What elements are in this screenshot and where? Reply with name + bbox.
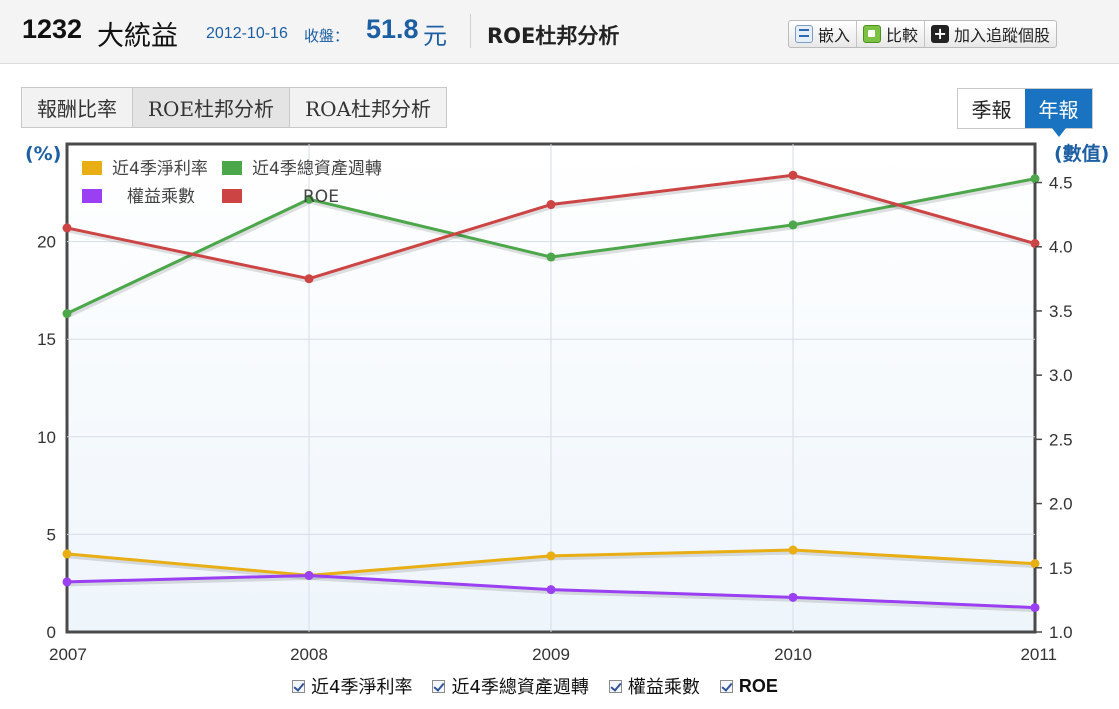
data-point bbox=[62, 309, 72, 319]
grid-lines bbox=[67, 144, 1035, 632]
right-tick-label: 3.0 bbox=[1049, 366, 1073, 385]
period-toggle: 季報 年報 bbox=[957, 88, 1093, 137]
toggle-asset-turnover-label: 近4季總資產週轉 bbox=[451, 677, 589, 698]
add-to-watchlist-label: 加入追蹤個股 bbox=[954, 26, 1051, 45]
header-divider bbox=[470, 14, 471, 48]
legend-label: 近4季淨利率 bbox=[112, 159, 208, 179]
stock-code: 1232 bbox=[22, 14, 83, 44]
x-tick-label: 2011 bbox=[1020, 645, 1057, 664]
data-point bbox=[788, 545, 798, 555]
series-lines bbox=[62, 170, 1040, 613]
x-axis-ticks: 2007 2008 2009 2010 2011 bbox=[49, 645, 1057, 664]
compare-button[interactable]: 比較 bbox=[857, 21, 926, 47]
toolbar: 嵌入 比較 + 加入追蹤個股 bbox=[788, 20, 1058, 48]
header-bar: 1232 大統益 2012-10-16 收盤： 51.8 元 ROE杜邦分析 嵌… bbox=[0, 0, 1119, 64]
close-price-unit: 元 bbox=[423, 22, 447, 50]
right-tick-label: 4.5 bbox=[1049, 174, 1073, 193]
right-tick-label: 2.5 bbox=[1049, 430, 1073, 449]
data-point bbox=[304, 570, 314, 580]
add-to-watchlist-button[interactable]: + 加入追蹤個股 bbox=[925, 21, 1056, 47]
data-point bbox=[546, 551, 556, 561]
equity-multiplier-checkbox[interactable] bbox=[608, 679, 622, 693]
left-tick-label: 0 bbox=[47, 623, 56, 642]
data-point bbox=[788, 170, 798, 180]
x-tick-label: 2010 bbox=[774, 645, 812, 664]
right-tick-label: 4.0 bbox=[1049, 238, 1073, 257]
data-point bbox=[1030, 239, 1040, 249]
close-date: 2012-10-16 bbox=[206, 25, 288, 42]
embed-icon bbox=[795, 25, 813, 43]
close-label: 收盤： bbox=[304, 27, 350, 45]
asset-turnover-checkbox[interactable] bbox=[432, 679, 446, 693]
annual-button[interactable]: 年報 bbox=[1025, 89, 1092, 137]
toggle-roe-label: ROE bbox=[738, 675, 778, 696]
tab-roa-dupont[interactable]: ROA杜邦分析 bbox=[290, 88, 446, 127]
right-tick-label: 3.5 bbox=[1049, 302, 1073, 321]
legend-swatch bbox=[222, 161, 242, 175]
series-toggles: 近4季淨利率 近4季總資產週轉 權益乘數 ROE bbox=[292, 674, 778, 698]
data-point bbox=[546, 585, 556, 595]
data-point bbox=[62, 577, 72, 587]
legend-label: 權益乘數 bbox=[127, 187, 195, 207]
right-axis-ticks: 1.0 1.5 2.0 2.5 3.0 3.5 4.0 4.5 bbox=[1035, 174, 1073, 642]
left-axis-unit: (%) bbox=[25, 143, 61, 165]
data-point bbox=[1030, 559, 1040, 569]
left-tick-label: 15 bbox=[37, 330, 56, 349]
right-tick-label: 2.0 bbox=[1049, 495, 1073, 514]
left-tick-label: 20 bbox=[37, 233, 56, 252]
x-tick-label: 2009 bbox=[532, 645, 570, 664]
legend-swatch bbox=[82, 189, 102, 203]
dupont-chart: 0 5 10 15 20 1.0 1.5 2.0 2.5 3.0 3.5 4.0 4.5 2007 20… bbox=[0, 130, 1119, 670]
right-tick-label: 1.0 bbox=[1049, 623, 1073, 642]
data-point bbox=[1030, 603, 1040, 613]
legend-swatch bbox=[222, 189, 242, 203]
data-point bbox=[62, 549, 72, 559]
legend-swatch bbox=[82, 161, 102, 175]
left-tick-label: 5 bbox=[47, 525, 56, 544]
toggle-net-margin-label: 近4季淨利率 bbox=[311, 677, 413, 698]
close-price: 51.8 bbox=[366, 14, 419, 44]
data-point bbox=[546, 200, 556, 210]
toggle-net-margin[interactable]: 近4季淨利率 bbox=[292, 673, 412, 699]
x-tick-label: 2008 bbox=[290, 645, 328, 664]
embed-button[interactable]: 嵌入 bbox=[789, 21, 858, 47]
tab-return-ratio[interactable]: 報酬比率 bbox=[22, 88, 133, 127]
legend-label: ROE bbox=[303, 187, 339, 207]
stock-name: 大統益 bbox=[97, 21, 178, 52]
analysis-tabs: 報酬比率 ROE杜邦分析 ROA杜邦分析 bbox=[21, 87, 447, 128]
tab-roe-dupont[interactable]: ROE杜邦分析 bbox=[133, 88, 291, 127]
right-axis-unit: (數值) bbox=[1054, 142, 1109, 165]
compare-label: 比較 bbox=[886, 26, 919, 45]
toggle-asset-turnover[interactable]: 近4季總資產週轉 bbox=[432, 673, 589, 699]
data-point bbox=[788, 592, 798, 602]
net-margin-checkbox[interactable] bbox=[292, 679, 305, 693]
quarterly-button[interactable]: 季報 bbox=[958, 89, 1025, 128]
data-point bbox=[788, 220, 798, 230]
data-point bbox=[304, 194, 314, 204]
right-tick-label: 1.5 bbox=[1049, 559, 1073, 578]
legend-label: 近4季總資產週轉 bbox=[252, 159, 382, 179]
x-tick-label: 2007 bbox=[49, 645, 87, 664]
data-point bbox=[546, 252, 556, 262]
roe-checkbox[interactable] bbox=[719, 679, 733, 693]
left-axis-ticks: 0 5 10 15 20 bbox=[37, 233, 56, 642]
plus-icon: + bbox=[931, 25, 950, 43]
data-point bbox=[1030, 174, 1040, 184]
toggle-equity-multiplier-label: 權益乘數 bbox=[627, 677, 700, 698]
left-tick-label: 10 bbox=[37, 428, 56, 447]
data-point bbox=[62, 223, 72, 233]
compare-icon bbox=[863, 25, 882, 43]
embed-label: 嵌入 bbox=[818, 26, 851, 45]
toggle-equity-multiplier[interactable]: 權益乘數 bbox=[608, 673, 700, 699]
toggle-roe[interactable]: ROE bbox=[719, 675, 778, 697]
page-title: ROE杜邦分析 bbox=[487, 24, 620, 48]
data-point bbox=[304, 274, 314, 284]
